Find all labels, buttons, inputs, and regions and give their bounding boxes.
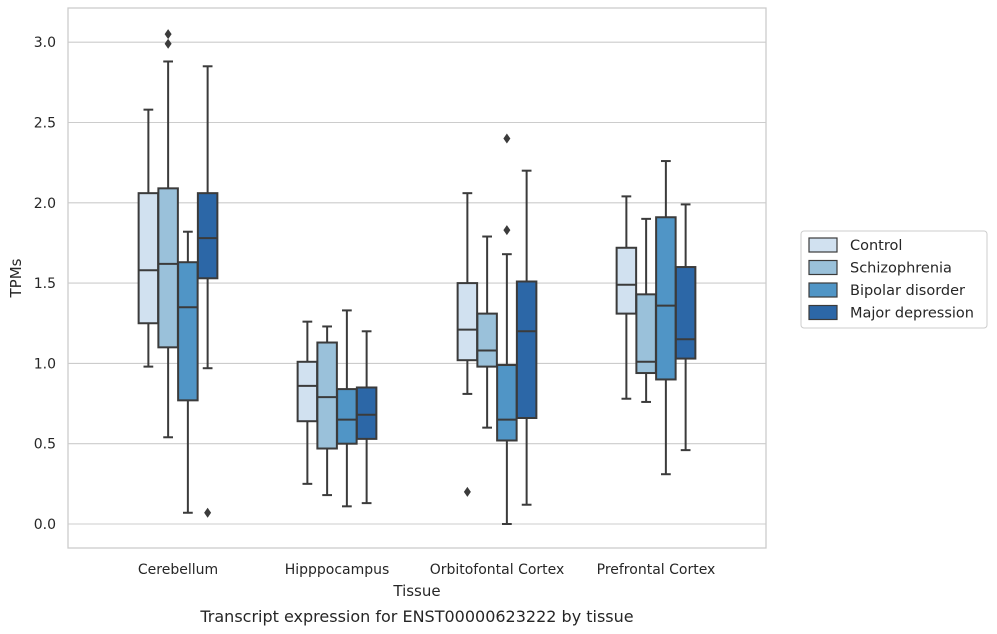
x-tick-label: Cerebellum: [138, 562, 218, 578]
y-tick-label: 2.5: [34, 116, 56, 132]
outlier-point: [164, 38, 172, 49]
box-body: [296, 360, 319, 423]
outlier-point: [463, 486, 471, 497]
box-body: [655, 216, 677, 381]
y-tick-label: 0.5: [34, 437, 56, 453]
box: [137, 108, 160, 368]
legend-swatch: [808, 237, 838, 253]
legend-swatch: [808, 259, 838, 276]
box: [456, 192, 479, 497]
box-body: [515, 280, 538, 420]
box-body: [476, 312, 498, 368]
legend: Control Schizophrenia Bipolar disorder Majo…: [800, 230, 988, 329]
box: [196, 65, 219, 518]
box-plots: [137, 29, 697, 525]
box-body: [137, 192, 160, 325]
box: [296, 320, 319, 485]
y-tick-label: 1.5: [34, 276, 56, 292]
y-axis-label: TPMs: [7, 258, 25, 298]
box: [316, 325, 338, 497]
box: [355, 330, 378, 505]
box: [476, 235, 498, 429]
legend-label: Control: [850, 238, 902, 254]
x-axis-ticks: Cerebellum Hipppocampus Orbitofontal Corte…: [138, 562, 715, 578]
outlier-point: [503, 133, 511, 144]
box: [655, 160, 677, 476]
box-body: [177, 261, 199, 402]
legend-label: Major depression: [850, 306, 974, 322]
box-body: [355, 386, 378, 440]
outlier-point: [204, 507, 212, 518]
legend-frame: [800, 230, 988, 329]
box-body: [615, 246, 638, 315]
box: [615, 195, 638, 400]
y-tick-label: 2.0: [34, 196, 56, 212]
y-tick-label: 3.0: [34, 35, 56, 51]
plot-frame: [67, 7, 767, 549]
outlier-point: [164, 29, 172, 40]
box-body: [674, 266, 697, 360]
box-body: [336, 388, 358, 445]
x-axis-label: Tissue: [392, 582, 440, 600]
box-body: [456, 282, 479, 362]
box: [635, 217, 657, 403]
x-tick-label: Orbitofontal Cortex: [430, 562, 565, 578]
legend-label: Bipolar disorder: [850, 283, 965, 299]
box: [496, 133, 518, 525]
legend-swatch: [808, 282, 838, 298]
legend-swatch: [808, 304, 838, 321]
box: [515, 169, 538, 506]
x-tick-label: Hipppocampus: [285, 562, 390, 578]
box-body: [196, 192, 219, 280]
figure-caption: Transcript expression for ENST0000062322…: [199, 607, 633, 626]
y-tick-label: 0.0: [34, 517, 56, 533]
box: [674, 203, 697, 452]
box: [336, 309, 358, 508]
x-tick-label: Prefrontal Cortex: [597, 562, 716, 578]
box-body: [496, 364, 518, 442]
outlier-point: [503, 225, 511, 236]
legend-label: Schizophrenia: [850, 261, 952, 277]
box: [157, 29, 179, 439]
box-body: [316, 341, 338, 450]
box: [177, 230, 199, 514]
y-axis-ticks: 0.0 0.5 1.0 1.5 2.0 2.5 3.0: [34, 35, 56, 533]
y-tick-label: 1.0: [34, 356, 56, 372]
box-body: [157, 187, 179, 349]
